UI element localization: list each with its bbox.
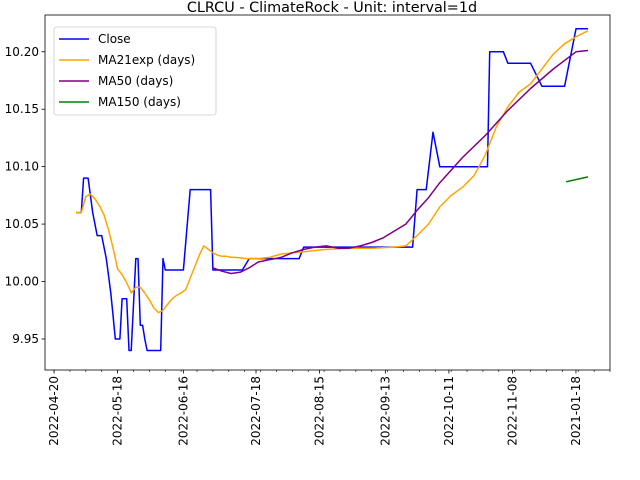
x-tick-label: 2022-10-11	[442, 376, 456, 446]
legend: Close MA21exp (days) MA50 (days) MA150 (day…	[53, 26, 217, 116]
y-tick-label: 10.00	[5, 275, 39, 289]
x-tick-label: 2022-07-18	[249, 376, 263, 446]
x-tick-label: 2022-04-20	[47, 376, 61, 446]
series-line-ma21exp-days	[76, 30, 589, 314]
x-tick-label: 2022-05-18	[111, 376, 125, 446]
series-line-ma50-days	[211, 49, 589, 275]
legend-label: Close	[98, 32, 131, 46]
x-tick-label: 2022-09-13	[378, 376, 392, 446]
legend-box	[53, 26, 217, 116]
y-tick-label: 10.15	[5, 102, 39, 116]
series-line-close	[76, 28, 589, 352]
y-tick-label: 10.05	[5, 217, 39, 231]
legend-label: MA21exp (days)	[98, 53, 195, 67]
legend-label: MA150 (days)	[98, 95, 181, 109]
y-tick-label: 9.95	[12, 332, 39, 346]
series-line-ma150-days	[566, 176, 589, 183]
y-tick-label: 10.20	[5, 45, 39, 59]
x-tick-label: 2022-08-15	[313, 376, 327, 446]
plot-area: 9.95 10.00 10.05 10.10 10.15 10.20 2022-04-20 2…	[5, 14, 611, 446]
x-tick-label: 2021-01-18	[569, 376, 583, 446]
x-tick-label: 2022-11-08	[505, 376, 519, 446]
chart-title: CLRCU - ClimateRock - Unit: interval=1d	[187, 0, 477, 16]
legend-label: MA50 (days)	[98, 74, 173, 88]
axes-frame	[44, 14, 611, 371]
y-tick-label: 10.10	[5, 160, 39, 174]
x-tick-label: 2022-06-16	[176, 376, 190, 446]
